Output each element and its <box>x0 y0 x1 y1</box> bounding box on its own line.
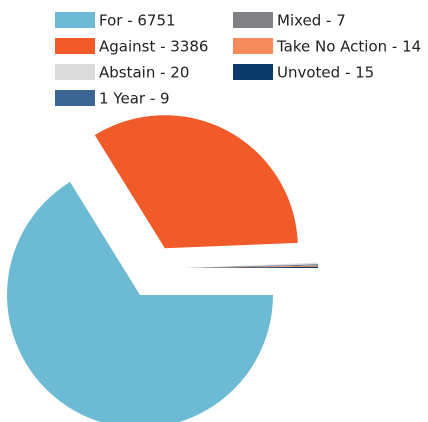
legend-label: Abstain - 20 <box>99 64 189 82</box>
legend-label: Mixed - 7 <box>277 12 346 30</box>
legend-label: 1 Year - 9 <box>99 90 170 108</box>
pie-slice <box>185 265 318 268</box>
pie-slice <box>94 115 298 249</box>
legend-swatch <box>233 38 273 54</box>
pie-slice <box>185 266 318 268</box>
pie-slice <box>7 181 273 422</box>
legend-swatch <box>233 12 273 28</box>
pie-slice <box>185 262 318 268</box>
legend-swatch <box>55 90 95 106</box>
pie-slice <box>185 265 318 268</box>
pie-slice <box>185 264 318 268</box>
legend-label: Against - 3386 <box>99 38 208 56</box>
legend-swatch <box>233 64 273 80</box>
legend-swatch <box>55 38 95 54</box>
legend-label: Take No Action - 14 <box>276 38 421 56</box>
legend-swatch <box>55 64 95 80</box>
legend-swatch <box>55 12 95 28</box>
legend-label: For - 6751 <box>99 12 176 30</box>
legend-label: Unvoted - 15 <box>277 64 374 82</box>
